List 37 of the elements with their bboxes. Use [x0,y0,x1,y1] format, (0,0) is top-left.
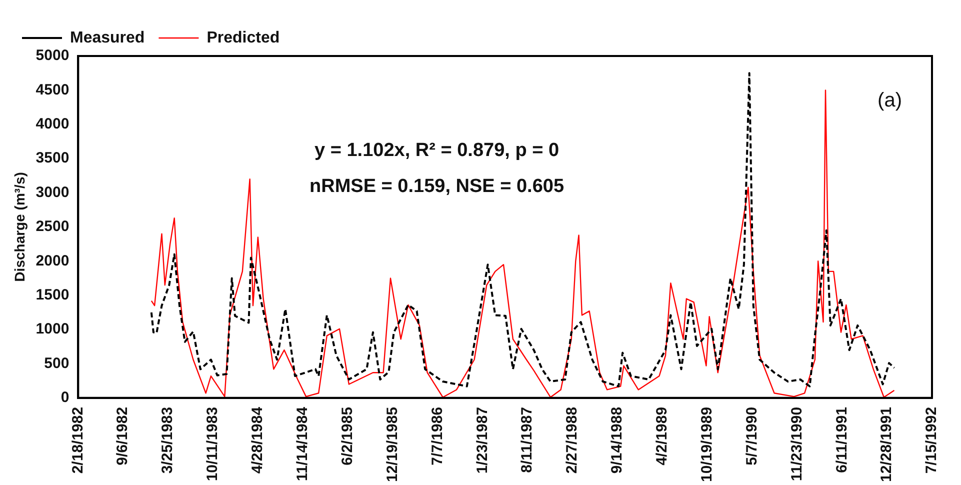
x-tick-label: 6/2/1985 [338,406,356,466]
x-tick-label: 11/23/1990 [788,406,806,482]
y-tick-label: 0 [60,389,70,406]
y-tick-label: 5000 [36,47,70,64]
x-tick-label: 10/19/1989 [698,406,716,482]
y-tick-label: 4000 [36,116,70,133]
x-tick-label: 11/14/1984 [294,406,311,482]
x-tick-label: 3/25/1983 [159,406,176,474]
y-tick-label: 3000 [36,184,70,201]
x-tick-label: 12/19/1985 [384,406,401,482]
x-tick-label: 4/2/1989 [654,406,671,466]
legend-label: Measured [70,29,145,46]
x-tick-label: 12/28/1991 [878,406,896,482]
y-tick-label: 1500 [36,286,70,304]
legend-label: Predicted [206,29,280,46]
x-tick-label: 2/18/1982 [69,406,86,474]
annotation: (a) [878,90,902,112]
x-tick-label: 7/15/1992 [923,406,940,474]
annotation: y = 1.102x, R² = 0.879, p = 0 [314,140,560,162]
y-tick-label: 500 [44,354,70,372]
y-axis-title: Discharge (m³/s) [11,172,28,282]
y-tick-label: 2000 [36,252,70,270]
x-tick-label: 1/23/1987 [474,406,491,474]
annotation: nRMSE = 0.159, NSE = 0.605 [310,176,564,198]
x-tick-label: 2/27/1988 [564,406,581,474]
x-tick-label: 9/14/1988 [608,406,626,474]
y-tick-label: 4500 [36,81,70,98]
y-tick-label: 2500 [36,218,70,236]
x-tick-label: 6/11/1991 [833,406,850,473]
y-tick-label: 1000 [36,320,70,338]
y-tick-label: 3500 [36,150,70,167]
x-tick-label: 7/7/1986 [428,406,446,466]
x-tick-label: 10/11/1983 [204,406,222,482]
x-tick-label: 5/7/1990 [743,406,760,466]
x-tick-label: 9/6/1982 [114,406,132,466]
x-tick-label: 4/28/1984 [249,406,266,474]
x-tick-label: 8/11/1987 [518,406,536,473]
